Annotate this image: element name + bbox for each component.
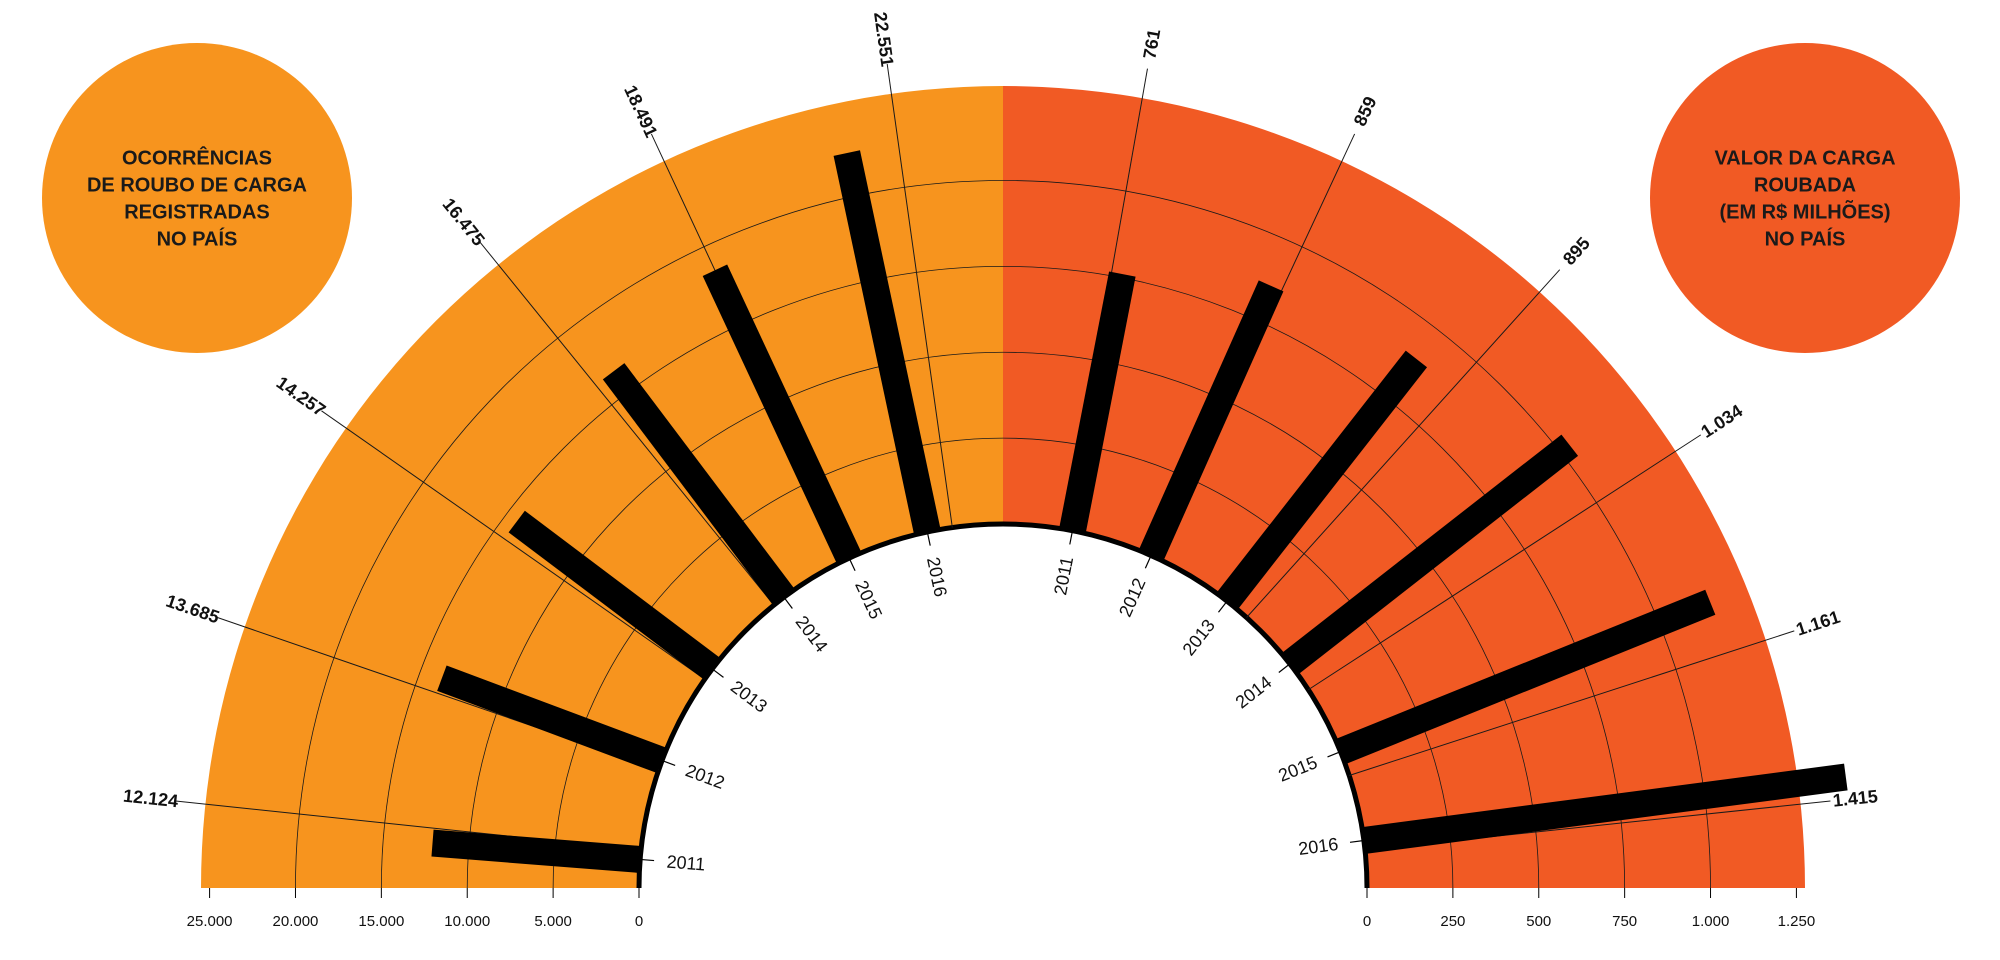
right-separator-3 bbox=[1308, 434, 1702, 691]
left-year-label-2015: 2015 bbox=[851, 577, 886, 622]
right-bar-2013 bbox=[1216, 350, 1428, 610]
right-year-tick-2013 bbox=[1218, 600, 1228, 613]
right-title-bubble-line-3: NO PAÍS bbox=[1765, 228, 1846, 251]
left-bar-2011 bbox=[431, 829, 642, 873]
right-bar-2011 bbox=[1059, 271, 1136, 534]
right-year-tick-2014 bbox=[1278, 663, 1291, 673]
left-value-label-2013: 14.257 bbox=[273, 372, 330, 420]
title-bubbles: OCORRÊNCIAS DE ROUBO DE CARGA REGISTRADAS N… bbox=[42, 43, 1960, 353]
left-separator-2 bbox=[321, 410, 706, 680]
left-grid-arc-3 bbox=[380, 265, 1004, 889]
left-bar-2012 bbox=[437, 665, 667, 774]
left-axis-tick-label-3: 15.000 bbox=[358, 913, 404, 930]
right-title-bubble-circle bbox=[1650, 43, 1960, 353]
right-axis-tick-label-0: 0 bbox=[1363, 913, 1371, 930]
right-title-bubble: VALOR DA CARGA ROUBADA (EM R$ MILHÕES) NO P… bbox=[1650, 43, 1960, 353]
left-title-bubble-line-1: DE ROUBO DE CARGA bbox=[87, 175, 307, 197]
right-axis-tick-label-5: 1.250 bbox=[1778, 913, 1816, 930]
left-title-bubble-line-2: REGISTRADAS bbox=[124, 202, 270, 224]
right-year-tick-2016 bbox=[1349, 839, 1364, 843]
right-year-label-2012: 2012 bbox=[1115, 575, 1150, 620]
left-bar-2014 bbox=[602, 363, 795, 606]
left-title-bubble-circle bbox=[42, 43, 352, 353]
left-bar-2015 bbox=[702, 264, 862, 564]
right-separator-4 bbox=[1349, 630, 1795, 776]
left-value-label-2016: 22.551 bbox=[870, 11, 897, 68]
left-year-label-2016: 2016 bbox=[923, 555, 951, 598]
left-value-label-2012: 13.685 bbox=[163, 591, 222, 628]
right-axis-tick-label-3: 750 bbox=[1612, 913, 1637, 930]
right-title-bubble-line-2: (EM R$ MILHÕES) bbox=[1719, 200, 1890, 224]
left-axis-tick-label-4: 20.000 bbox=[273, 913, 319, 930]
left-axis-tick-label-5: 25.000 bbox=[187, 913, 233, 930]
right-title-bubble-line-0: VALOR DA CARGA bbox=[1714, 148, 1895, 170]
left-value-label-2014: 16.475 bbox=[439, 194, 489, 249]
right-grid-arc-2 bbox=[1002, 351, 1540, 889]
left-axis-tick-label-2: 10.000 bbox=[444, 913, 490, 930]
left-value-label-2011: 12.124 bbox=[122, 786, 179, 812]
right-bar-2014 bbox=[1281, 434, 1579, 675]
right-value-label-2016: 1.415 bbox=[1832, 786, 1879, 811]
left-year-tick-2013 bbox=[711, 668, 724, 678]
bars-layer bbox=[431, 150, 1848, 873]
left-year-tick-2016 bbox=[926, 531, 931, 546]
right-axis-tick-label-1: 250 bbox=[1440, 913, 1465, 930]
left-title-bubble: OCORRÊNCIAS DE ROUBO DE CARGA REGISTRADAS N… bbox=[42, 43, 352, 353]
right-bar-2015 bbox=[1335, 589, 1716, 765]
left-sector-fill bbox=[201, 86, 1003, 888]
left-bar-2016 bbox=[833, 150, 941, 535]
left-separator-5 bbox=[886, 64, 953, 528]
right-title-bubble-line-1: ROUBADA bbox=[1754, 175, 1856, 197]
left-title-bubble-line-0: OCORRÊNCIAS bbox=[122, 146, 272, 170]
right-year-label-2014: 2014 bbox=[1232, 672, 1276, 712]
axis-layer: 0 5.000 10.000 15.000 20.000 25.000 0 250 500 750… bbox=[187, 530, 1816, 930]
background-layer bbox=[201, 86, 1805, 888]
left-year-tick-2014 bbox=[783, 596, 793, 609]
left-year-label-2014: 2014 bbox=[792, 612, 832, 656]
left-axis-tick-label-1: 5.000 bbox=[534, 913, 572, 930]
right-year-label-2016: 2016 bbox=[1297, 834, 1339, 859]
right-axis-tick-label-2: 500 bbox=[1526, 913, 1551, 930]
left-year-label-2013: 2013 bbox=[727, 677, 771, 717]
left-title-bubble-line-3: NO PAÍS bbox=[157, 228, 238, 251]
left-year-label-2011: 2011 bbox=[666, 852, 706, 875]
left-grid-arc-2 bbox=[466, 351, 1004, 889]
right-grid-arc-4 bbox=[1002, 180, 1711, 889]
left-year-label-2012: 2012 bbox=[683, 760, 728, 793]
right-value-label-2011: 761 bbox=[1139, 27, 1164, 60]
right-grid-arc-3 bbox=[1002, 265, 1626, 889]
left-separator-3 bbox=[479, 241, 775, 606]
right-axis-tick-label-4: 1.000 bbox=[1692, 913, 1730, 930]
left-year-tick-2011 bbox=[640, 858, 655, 862]
left-year-tick-2015 bbox=[848, 557, 856, 572]
right-year-tick-2012 bbox=[1144, 555, 1152, 569]
right-year-label-2011: 2011 bbox=[1050, 555, 1077, 597]
right-value-label-2014: 1.034 bbox=[1697, 401, 1746, 442]
right-grid-arc-1 bbox=[1002, 437, 1454, 889]
left-grid-arc-4 bbox=[295, 180, 1004, 889]
right-year-label-2015: 2015 bbox=[1276, 752, 1321, 786]
right-value-label-2015: 1.161 bbox=[1794, 607, 1843, 640]
left-value-label-2015: 18.491 bbox=[620, 82, 661, 140]
inner-axis-arc bbox=[636, 521, 1370, 889]
right-year-tick-2015 bbox=[1327, 751, 1341, 758]
right-bar-2012 bbox=[1138, 280, 1284, 561]
right-bar-2016 bbox=[1362, 763, 1848, 854]
left-bar-2013 bbox=[508, 510, 721, 680]
right-year-tick-2011 bbox=[1069, 530, 1074, 545]
right-sector-fill bbox=[1003, 86, 1805, 888]
right-value-label-2013: 895 bbox=[1559, 233, 1594, 269]
right-separator-2 bbox=[1246, 269, 1561, 618]
left-axis-tick-label-0: 0 bbox=[635, 913, 643, 930]
right-value-label-2012: 859 bbox=[1350, 93, 1381, 129]
left-year-tick-2012 bbox=[661, 759, 676, 766]
right-year-label-2013: 2013 bbox=[1179, 615, 1219, 659]
